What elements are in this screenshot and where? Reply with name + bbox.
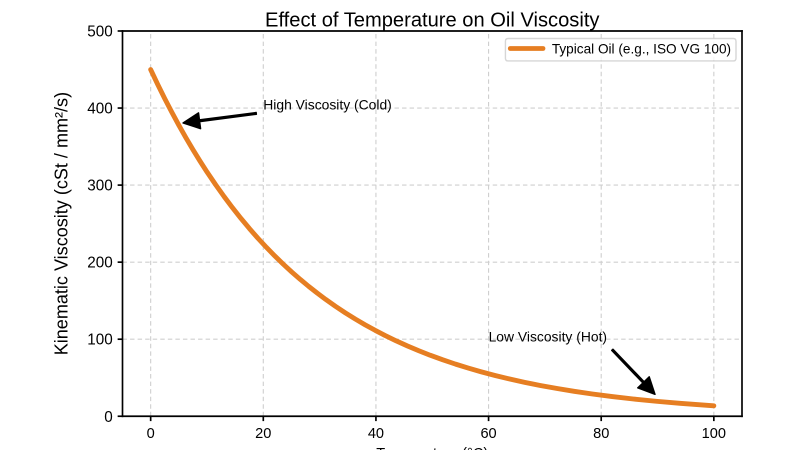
svg-text:Kinematic Viscosity (cSt / mm²: Kinematic Viscosity (cSt / mm²/s)	[52, 92, 72, 355]
svg-text:200: 200	[87, 255, 112, 272]
svg-text:0: 0	[104, 409, 113, 426]
svg-text:Low Viscosity (Hot): Low Viscosity (Hot)	[489, 329, 608, 345]
svg-text:400: 400	[87, 101, 112, 118]
svg-text:0: 0	[147, 426, 155, 442]
svg-text:Temperature (°C): Temperature (°C)	[376, 446, 488, 450]
svg-text:300: 300	[87, 178, 112, 195]
svg-text:20: 20	[255, 426, 271, 442]
svg-text:500: 500	[87, 24, 112, 41]
svg-text:100: 100	[87, 332, 112, 349]
svg-text:100: 100	[702, 426, 726, 442]
svg-text:Effect of Temperature on Oil V: Effect of Temperature on Oil Viscosity	[265, 9, 600, 31]
svg-text:Typical Oil (e.g., ISO VG 100): Typical Oil (e.g., ISO VG 100)	[552, 41, 731, 56]
svg-text:60: 60	[480, 426, 496, 442]
svg-text:80: 80	[593, 426, 609, 442]
svg-text:40: 40	[368, 426, 384, 442]
svg-text:High Viscosity (Cold): High Viscosity (Cold)	[263, 97, 392, 113]
